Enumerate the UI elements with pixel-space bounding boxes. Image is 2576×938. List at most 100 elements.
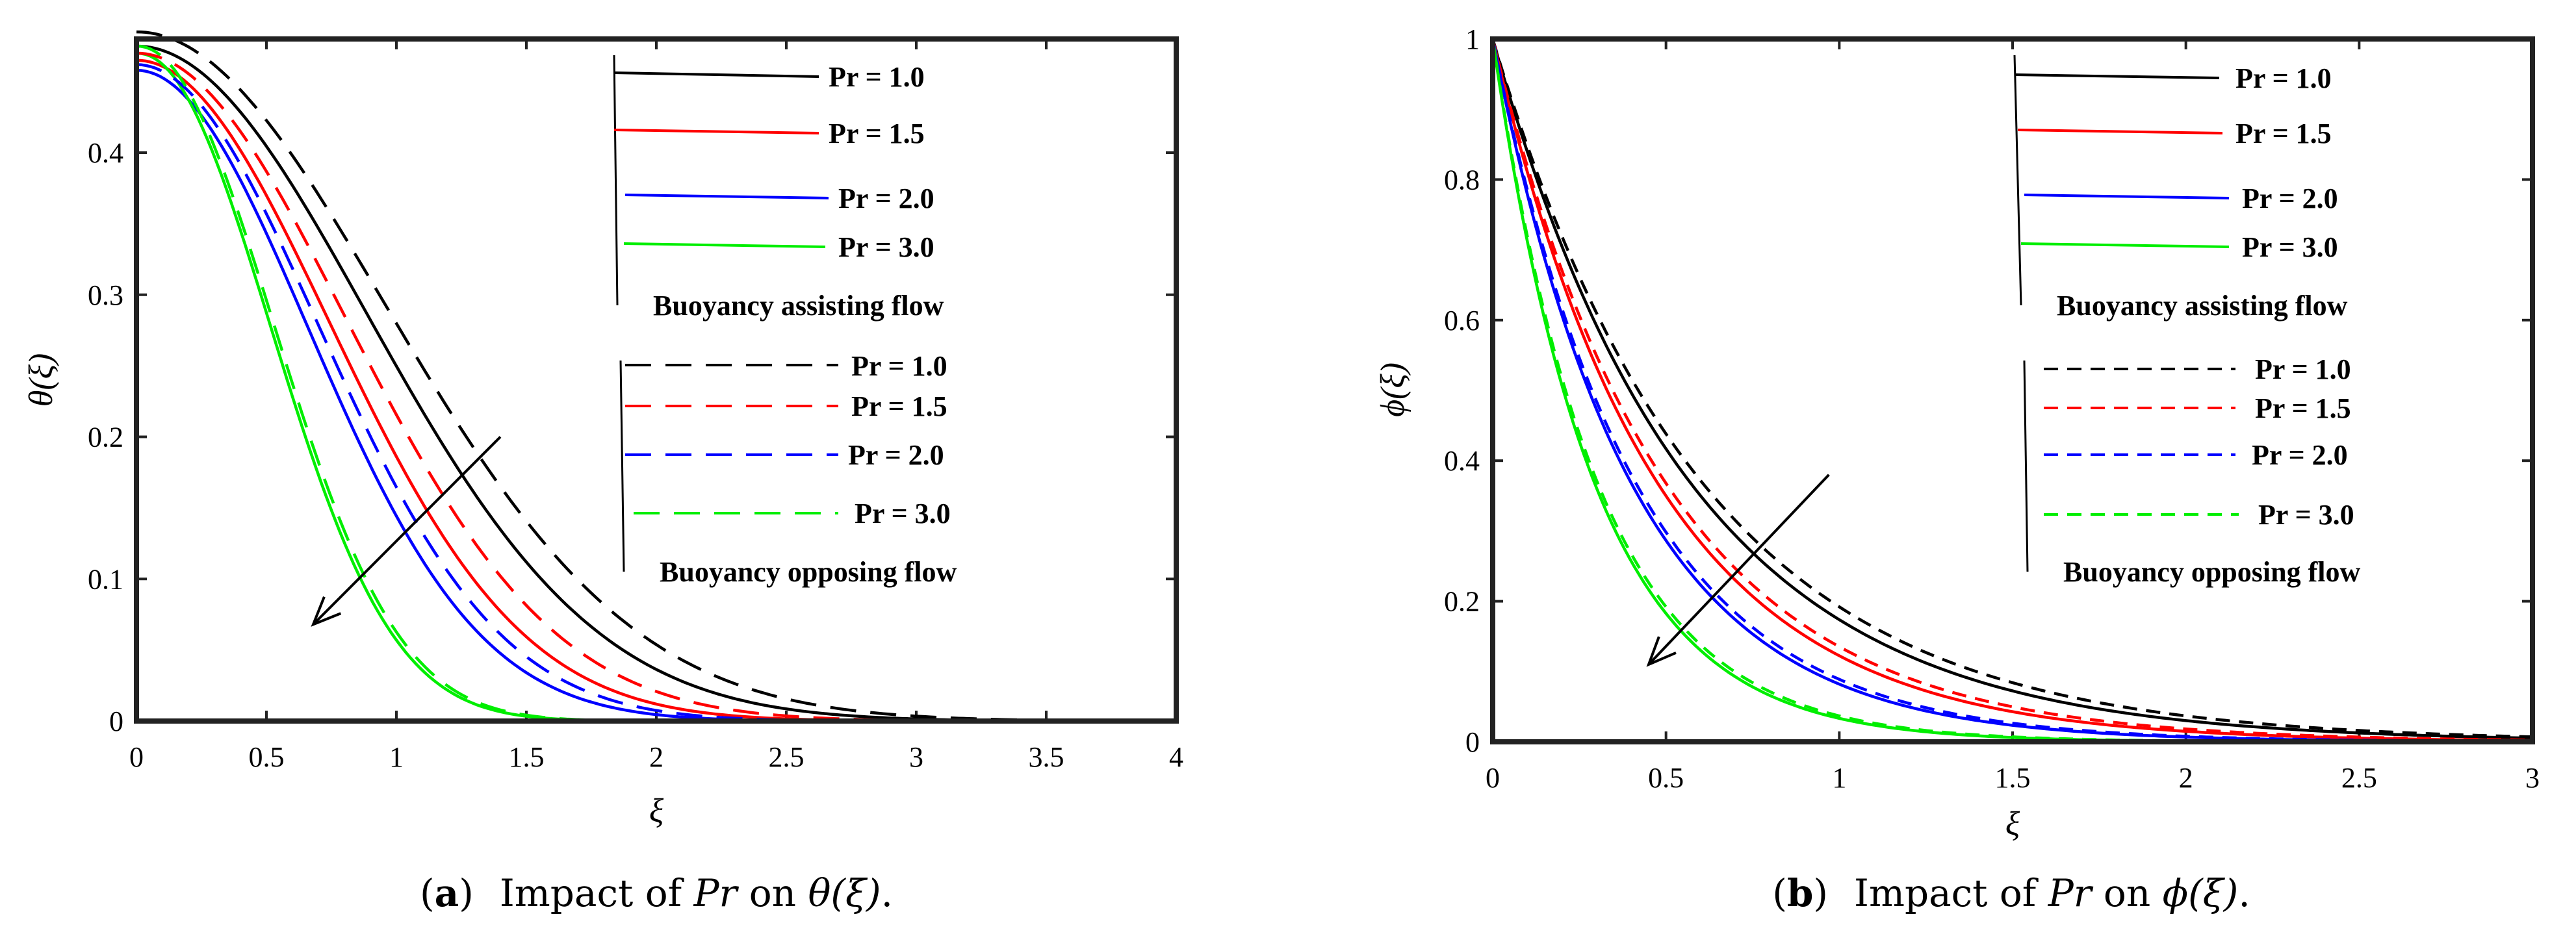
legend-b-label-solid-3: Pr = 2.0 [2242, 183, 2338, 214]
legend-b-line-solid-1 [2014, 73, 2220, 79]
panel-a: 0 0.5 1 1.5 2 2.5 3 3.5 4 0 0.1 0.2 0.3 0.4 ξ θ(ξ) Pr… [23, 30, 1183, 830]
caption-b-mid: on [2091, 871, 2162, 915]
caption-b-func: ϕ(ξ) [2163, 871, 2239, 915]
legend-a-title-assisting: Buoyancy assisting flow [653, 290, 944, 322]
trend-arrow-a [311, 436, 502, 627]
axes-box-a [134, 36, 1179, 724]
legend-a-label-solid-3: Pr = 2.0 [838, 183, 934, 214]
legend-a-line-solid-3 [625, 194, 829, 199]
xtick-label: 3 [2525, 762, 2540, 794]
legend-a-label-dash-1: Pr = 1.0 [851, 350, 947, 382]
legend-a-label-dash-2: Pr = 1.5 [851, 390, 947, 422]
legend-b-bracket-2 [2023, 360, 2029, 572]
caption-b-label: b [1787, 871, 1814, 915]
series-line-8 [1491, 38, 2532, 744]
legend-a-label-solid-1: Pr = 1.0 [829, 61, 925, 93]
xtick-label: 1.5 [509, 741, 545, 773]
legend-b-label-solid-2: Pr = 1.5 [2235, 118, 2332, 149]
ytick-label: 0.3 [88, 279, 123, 311]
xtick-label: 3 [909, 741, 923, 773]
xtick-label: 1 [389, 741, 404, 773]
legend-a-title-opposing: Buoyancy opposing flow [660, 556, 957, 588]
xlabel-a: ξ [649, 792, 664, 830]
caption-a-func: θ(ξ) [808, 871, 881, 915]
legend-b-title-assisting: Buoyancy assisting flow [2057, 290, 2348, 322]
ytick-label: 0.1 [88, 563, 123, 595]
legend-b-label-solid-4: Pr = 3.0 [2242, 231, 2338, 263]
tick-labels-a: 0 0.5 1 1.5 2 2.5 3 3.5 4 0 0.1 0.2 0.3 0.4 [88, 137, 1183, 773]
legend-b-line-solid-3 [2024, 194, 2230, 199]
ytick-label: 0.4 [88, 137, 123, 169]
tick-labels-b: 0 0.5 1 1.5 2 2.5 3 0 0.2 0.4 0.6 0.8 1 [1444, 23, 2540, 794]
trend-arrow-shaft [312, 436, 502, 626]
xtick-label: 0 [129, 741, 144, 773]
caption-a-label: a [435, 871, 459, 915]
ytick-label: 0.2 [88, 422, 123, 453]
legend-a-line-solid-2 [613, 129, 819, 134]
legend-a-label-dash-4: Pr = 3.0 [855, 498, 951, 529]
xtick-label: 2 [2179, 762, 2193, 794]
xtick-label: 0.5 [249, 741, 285, 773]
ytick-label: 0 [1465, 726, 1480, 758]
trend-arrow-head [311, 596, 342, 627]
legend-b-label-dash-3: Pr = 2.0 [2252, 439, 2348, 471]
xtick-label: 2 [649, 741, 663, 773]
legend-b-label-dash-4: Pr = 3.0 [2258, 499, 2354, 531]
legend-b-bracket-1 [2013, 55, 2022, 306]
caption-a-mid: on [737, 871, 808, 915]
legend-a-assisting: Pr = 1.0 Pr = 1.5 Pr = 2.0 Pr = 3.0 Buoy… [613, 55, 944, 322]
legend-a-line-solid-4 [623, 242, 826, 248]
plot-area-b [1493, 39, 2532, 742]
caption-b-text: Impact of [1854, 871, 2048, 915]
ytick-label: 0.2 [1444, 586, 1480, 618]
series-line-6 [1491, 38, 2533, 742]
series-line-6 [136, 51, 1176, 723]
legend-b-label-solid-1: Pr = 1.0 [2235, 62, 2332, 94]
series-line-1 [1491, 38, 2533, 740]
plot-area-a [136, 39, 1176, 721]
legend-b-line-solid-4 [2020, 242, 2230, 248]
legend-b-assisting: Pr = 1.0 Pr = 1.5 Pr = 2.0 Pr = 3.0 Buoy… [2013, 55, 2348, 322]
legend-a-label-solid-4: Pr = 3.0 [838, 231, 934, 263]
legend-b-title-opposing: Buoyancy opposing flow [2063, 556, 2360, 588]
trend-arrow-head [1646, 636, 1677, 667]
ylabel-a: θ(ξ) [23, 353, 60, 407]
xlabel-b: ξ [2005, 805, 2020, 843]
ytick-label: 0.8 [1444, 164, 1480, 196]
legend-a-bracket-2 [619, 360, 625, 572]
caption-a-end: . [881, 871, 893, 915]
caption-a-text: Impact of [500, 871, 694, 915]
ytick-label: 0.6 [1444, 305, 1480, 336]
xtick-label: 3.5 [1029, 741, 1064, 773]
ylabel-b: ϕ(ξ) [1374, 362, 1411, 417]
legend-a-label-dash-3: Pr = 2.0 [848, 439, 944, 471]
xtick-label: 0 [1486, 762, 1500, 794]
legend-b-line-solid-2 [2017, 129, 2223, 134]
axes-box-b [1490, 36, 2535, 744]
legend-a-label-solid-2: Pr = 1.5 [829, 118, 925, 149]
caption-b-end: . [2238, 871, 2250, 915]
xtick-label: 1.5 [1995, 762, 2031, 794]
caption-a-var: Pr [693, 871, 740, 915]
legend-b-label-dash-2: Pr = 1.5 [2255, 392, 2351, 424]
legend-a-bracket-1 [613, 55, 619, 306]
trend-arrow-shaft [1647, 474, 1830, 666]
xtick-label: 0.5 [1648, 762, 1684, 794]
xtick-label: 2.5 [769, 741, 805, 773]
series-line-5 [1491, 38, 2533, 739]
legend-b-label-dash-1: Pr = 1.0 [2255, 353, 2351, 385]
ytick-label: 0 [109, 705, 123, 737]
xtick-label: 2.5 [2341, 762, 2377, 794]
caption-b-var: Pr [2048, 871, 2094, 915]
ytick-label: 1 [1465, 23, 1480, 55]
caption-b: (b) Impact of Pr on ϕ(ξ). [1772, 871, 2250, 915]
ytick-label: 0.4 [1444, 445, 1480, 477]
caption-a: (a) Impact of Pr on θ(ξ). [420, 871, 893, 915]
panel-b: 0 0.5 1 1.5 2 2.5 3 0 0.2 0.4 0.6 0.8 1 ξ ϕ(ξ) Pr = … [1374, 23, 2540, 843]
xtick-label: 4 [1169, 741, 1183, 773]
xtick-label: 1 [1832, 762, 1846, 794]
trend-arrow-b [1646, 474, 1830, 667]
legend-a-line-solid-1 [613, 71, 819, 78]
legend-a-opposing: Pr = 1.0 Pr = 1.5 Pr = 2.0 Pr = 3.0 Buoy… [619, 350, 957, 588]
